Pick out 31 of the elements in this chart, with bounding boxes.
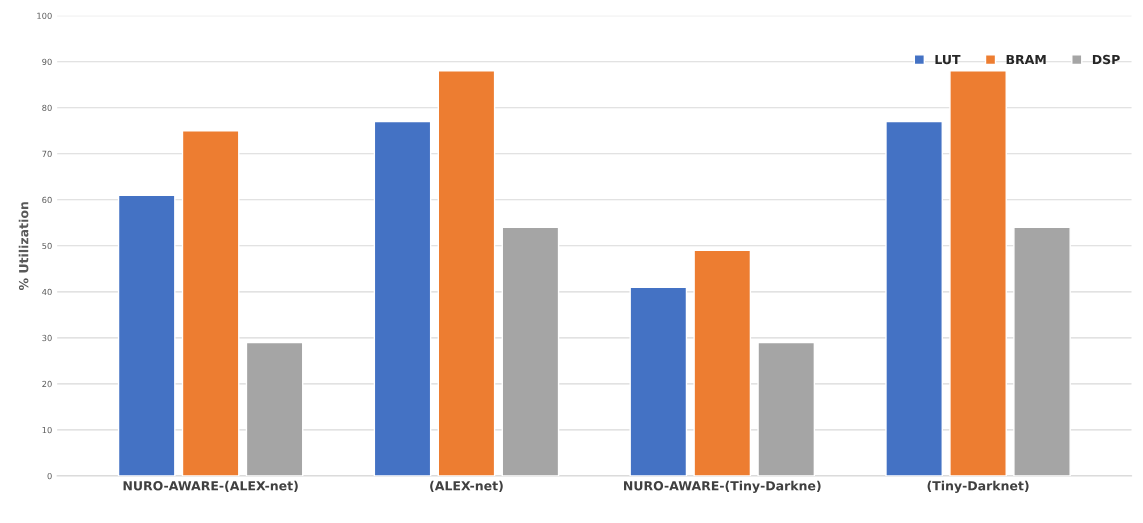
bar [117, 194, 176, 476]
bar [885, 120, 943, 476]
y-axis-title: % Utilization [18, 202, 29, 291]
y-tick-label: 60 [42, 196, 52, 204]
x-tick-label: NURO-AWARE-(ALEX-net) [123, 480, 298, 492]
legend-label: DSP [1092, 54, 1120, 65]
x-tick-label: NURO-AWARE-(Tiny-Darkne) [624, 480, 821, 493]
bar [693, 249, 752, 476]
legend-label: LUT [935, 54, 961, 65]
y-tick-label: 10 [42, 426, 52, 434]
bar [949, 70, 1007, 476]
y-tick-label: 80 [42, 104, 52, 112]
x-tick-label: (ALEX-net) [430, 480, 503, 492]
bar [501, 226, 560, 476]
y-tick-label: 0 [47, 472, 52, 480]
y-tick-label: 20 [42, 380, 52, 388]
x-tick-label: (Tiny-Darknet) [927, 480, 1029, 493]
bar [181, 130, 240, 476]
y-tick-label: 70 [42, 150, 52, 158]
bar [245, 341, 304, 476]
y-tick-label: 50 [42, 242, 52, 250]
bar [437, 70, 496, 476]
y-tick-label: 90 [42, 58, 52, 65]
y-tick-label: 40 [42, 288, 52, 296]
y-tick-label: 30 [42, 334, 52, 342]
legend-label: BRAM [1006, 54, 1046, 65]
bar [373, 120, 432, 476]
bar [1013, 226, 1071, 476]
bar [757, 341, 816, 476]
y-tick-label: 100 [37, 12, 52, 19]
bar [629, 286, 688, 476]
